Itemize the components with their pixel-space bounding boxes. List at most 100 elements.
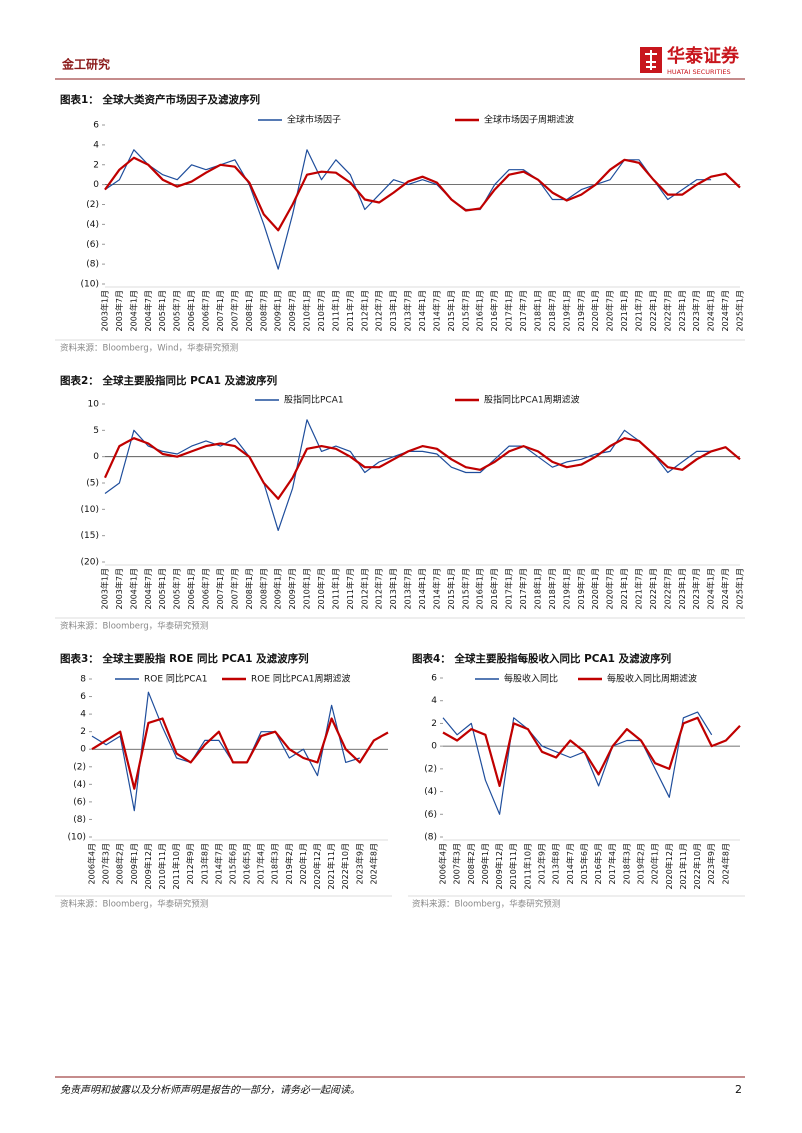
y-tick-label: 6 [93,121,99,131]
x-tick-label: 2009年12月 [143,843,153,890]
x-tick-label: 2017年1月 [504,568,514,609]
x-tick-label: 2015年6月 [227,843,237,884]
page-number: 2 [735,1083,742,1096]
x-tick-label: 2017年1月 [504,290,514,331]
x-tick-label: 2015年1月 [446,290,456,331]
x-tick-label: 2024年1月 [706,568,716,609]
y-tick-label: 2 [431,719,437,729]
x-tick-label: 2010年11月 [508,843,518,890]
x-tick-label: 2011年1月 [330,290,340,331]
series-line [104,149,712,270]
x-tick-label: 2006年7月 [201,290,211,331]
x-tick-label: 2008年1月 [244,568,254,609]
x-tick-label: 2011年7月 [345,290,355,331]
x-tick-label: 2006年1月 [186,568,196,609]
figure-title: 图表3： 全球主要股指 ROE 同比 PCA1 及滤波序列 [60,652,309,665]
x-tick-label: 2025年1月 [735,568,745,609]
x-tick-label: 2014年7月 [213,843,223,884]
y-tick-label: 2 [93,160,99,170]
x-tick-label: 2009年1月 [273,568,283,609]
x-tick-label: 2020年7月 [605,568,615,609]
y-tick-label: 0 [93,452,99,462]
x-tick-label: 2006年7月 [201,568,211,609]
x-tick-label: 2019年1月 [561,290,571,331]
y-tick-label: 4 [431,696,437,706]
x-tick-label: 2003年7月 [114,568,124,609]
x-tick-label: 2007年1月 [215,290,225,331]
figure-source: 资料来源：Bloomberg，Wind，华泰研究预测 [60,343,238,354]
x-tick-label: 2013年7月 [403,290,413,331]
logo-mark [645,50,657,70]
series-line [442,711,713,815]
x-tick-label: 2022年7月 [662,568,672,609]
x-tick-label: 2011年10月 [171,843,181,890]
x-tick-label: 2021年11月 [326,843,336,890]
series-line [442,716,741,787]
x-tick-label: 2009年7月 [287,290,297,331]
y-tick-label: 5 [93,426,99,436]
series-line [103,437,741,500]
series-line [104,419,712,531]
x-tick-label: 2020年1月 [590,290,600,331]
x-tick-label: 2023年7月 [691,568,701,609]
y-tick-label: (10) [81,280,99,290]
y-tick-label: (2) [424,764,437,774]
x-tick-label: 2025年1月 [735,290,745,331]
x-tick-label: 2021年1月 [619,290,629,331]
x-tick-label: 2006年4月 [87,843,97,884]
x-tick-label: 2007年7月 [229,568,239,609]
x-tick-label: 2015年1月 [446,568,456,609]
x-tick-label: 2023年1月 [677,568,687,609]
x-tick-label: 2008年2月 [466,843,476,884]
x-tick-label: 2013年1月 [388,568,398,609]
x-tick-label: 2004年1月 [128,290,138,331]
x-tick-label: 2019年1月 [561,568,571,609]
x-tick-label: 2018年7月 [547,290,557,331]
y-tick-label: (6) [86,240,99,250]
x-tick-label: 2013年1月 [388,290,398,331]
figure-source: 资料来源：Bloomberg，华泰研究预测 [60,621,208,632]
legend-label: 每股收入同比周期滤波 [607,673,697,685]
x-tick-label: 2020年12月 [312,843,322,890]
x-tick-label: 2023年9月 [354,843,364,884]
y-tick-label: 2 [80,727,86,737]
y-tick-label: (6) [424,810,437,820]
x-tick-label: 2022年7月 [662,290,672,331]
x-tick-label: 2003年1月 [100,568,110,609]
x-tick-label: 2019年7月 [576,290,586,331]
x-tick-label: 2006年1月 [186,290,196,331]
x-tick-label: 2019年2月 [636,843,646,884]
x-tick-label: 2010年1月 [302,568,312,609]
legend-label: 全球市场因子 [287,114,341,126]
y-tick-label: 0 [80,745,86,755]
x-tick-label: 2007年3月 [101,843,111,884]
y-tick-label: (4) [73,780,86,790]
y-tick-label: 6 [431,674,437,684]
y-tick-label: (8) [424,833,437,843]
y-tick-label: (6) [73,797,86,807]
x-tick-label: 2018年3月 [621,843,631,884]
x-tick-label: 2020年1月 [590,568,600,609]
x-tick-label: 2009年1月 [480,843,490,884]
x-tick-label: 2021年7月 [633,290,643,331]
x-tick-label: 2015年7月 [460,568,470,609]
x-tick-label: 2004年7月 [143,290,153,331]
figure-source: 资料来源：Bloomberg，华泰研究预测 [60,899,208,910]
x-tick-label: 2012年1月 [359,290,369,331]
x-tick-label: 2018年1月 [532,568,542,609]
figure-source: 资料来源：Bloomberg，华泰研究预测 [412,899,560,910]
x-tick-label: 2010年1月 [302,290,312,331]
legend-label: 全球市场因子周期滤波 [484,114,574,126]
x-tick-label: 2012年1月 [359,568,369,609]
x-tick-label: 2014年7月 [565,843,575,884]
x-tick-label: 2008年1月 [244,290,254,331]
x-tick-label: 2017年4月 [607,843,617,884]
x-tick-label: 2014年7月 [431,568,441,609]
section-label: 金工研究 [61,57,110,72]
logo-subtext: HUATAI SECURITIES [667,68,731,76]
x-tick-label: 2006年4月 [438,843,448,884]
x-tick-label: 2016年7月 [489,568,499,609]
y-tick-label: (15) [81,531,99,541]
y-tick-label: (10) [81,505,99,515]
x-tick-label: 2004年1月 [128,568,138,609]
